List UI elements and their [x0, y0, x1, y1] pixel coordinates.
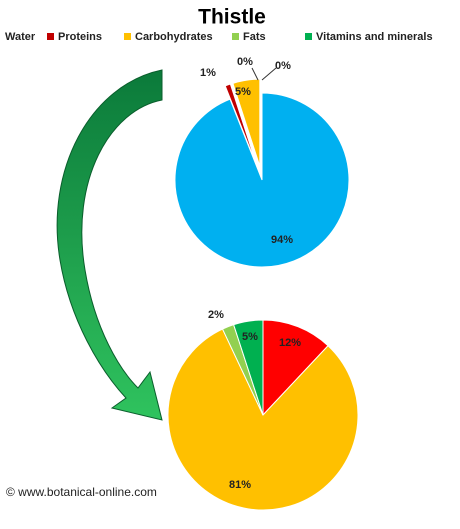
leader-line — [251, 67, 259, 81]
data-label: 5% — [242, 331, 258, 343]
data-label: 81% — [229, 479, 251, 491]
data-label: 94% — [271, 234, 293, 246]
data-label: 5% — [235, 86, 251, 98]
data-label: 12% — [279, 337, 301, 349]
data-label: 2% — [208, 309, 224, 321]
arrow — [56, 69, 163, 421]
data-label: 1% — [200, 67, 216, 79]
legend-swatch — [124, 33, 131, 40]
pie-slice — [167, 328, 359, 511]
chart-title: Thistle — [198, 6, 266, 29]
legend-label: Carbohydrates — [135, 31, 213, 43]
legend-label: Proteins — [58, 31, 102, 43]
pie-slice — [233, 319, 264, 416]
legend-label: Vitamins and minerals — [316, 31, 433, 43]
legend-swatch — [47, 33, 54, 40]
legend-swatch — [232, 33, 239, 40]
pie-slice — [232, 78, 261, 167]
data-label: 0% — [237, 56, 253, 68]
legend-label: Water — [5, 31, 36, 43]
watermark: © www.botanical-online.com — [6, 485, 157, 499]
leader-line — [261, 67, 277, 81]
legend-swatch — [305, 33, 312, 40]
legend-label: Fats — [243, 31, 266, 43]
pie-slice — [224, 83, 258, 168]
data-label: 0% — [275, 60, 291, 72]
pie-slice — [262, 319, 329, 417]
